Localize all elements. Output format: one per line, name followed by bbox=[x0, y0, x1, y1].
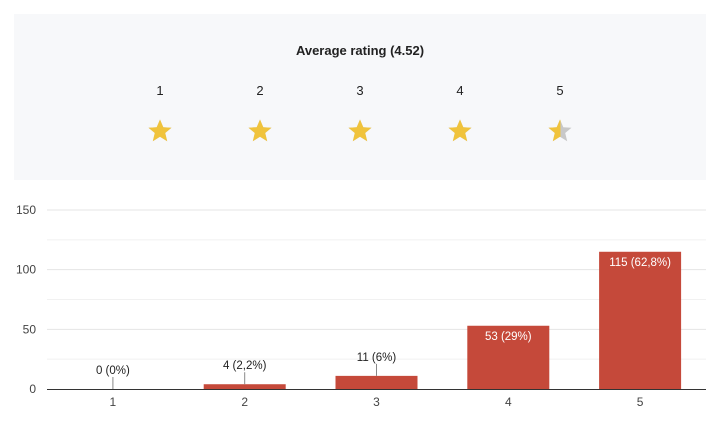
star-1: 1 bbox=[140, 82, 180, 144]
y-tick-label: 150 bbox=[16, 203, 36, 217]
bar bbox=[599, 251, 682, 389]
x-tick-label: 5 bbox=[637, 395, 644, 409]
x-tick-label: 2 bbox=[241, 395, 248, 409]
x-tick-label: 3 bbox=[373, 395, 380, 409]
star-icon bbox=[348, 119, 372, 142]
star-number-label: 1 bbox=[156, 83, 164, 98]
bar bbox=[335, 375, 418, 389]
y-tick-label: 0 bbox=[29, 382, 36, 396]
data-label: 11 (6%) bbox=[357, 352, 397, 364]
rating-summary-panel: Average rating (4.52) 1 2 3 4 5 bbox=[14, 14, 706, 180]
y-tick-label: 100 bbox=[16, 263, 36, 277]
y-tick-label: 50 bbox=[23, 322, 37, 336]
data-label: 0 (0%) bbox=[96, 365, 130, 377]
x-tick-label: 1 bbox=[110, 395, 117, 409]
average-rating-title: Average rating (4.52) bbox=[295, 43, 425, 58]
star-5: 5 bbox=[540, 82, 580, 144]
rating-distribution-chart: 0 50 100 150 0 (0%) 1 4 (2,2%) 2 11 (6%) 3 53 (29%… bbox=[16, 203, 706, 409]
star-number-label: 5 bbox=[556, 83, 564, 98]
star-icon bbox=[148, 119, 172, 142]
data-label: 53 (29%) bbox=[485, 331, 532, 343]
star-number-label: 4 bbox=[456, 83, 464, 98]
star-3: 3 bbox=[340, 82, 380, 144]
star-number-label: 2 bbox=[256, 83, 264, 98]
star-number-label: 3 bbox=[356, 83, 364, 98]
bar bbox=[203, 384, 286, 389]
star-2: 2 bbox=[240, 82, 280, 144]
data-label: 115 (62,8%) bbox=[609, 257, 671, 269]
star-icon bbox=[548, 119, 572, 142]
star-icon bbox=[248, 119, 272, 142]
x-tick-label: 4 bbox=[505, 395, 512, 409]
star-4: 4 bbox=[440, 82, 480, 144]
data-label: 4 (2,2%) bbox=[223, 360, 267, 372]
star-icon bbox=[448, 119, 472, 142]
bar bbox=[467, 325, 550, 389]
